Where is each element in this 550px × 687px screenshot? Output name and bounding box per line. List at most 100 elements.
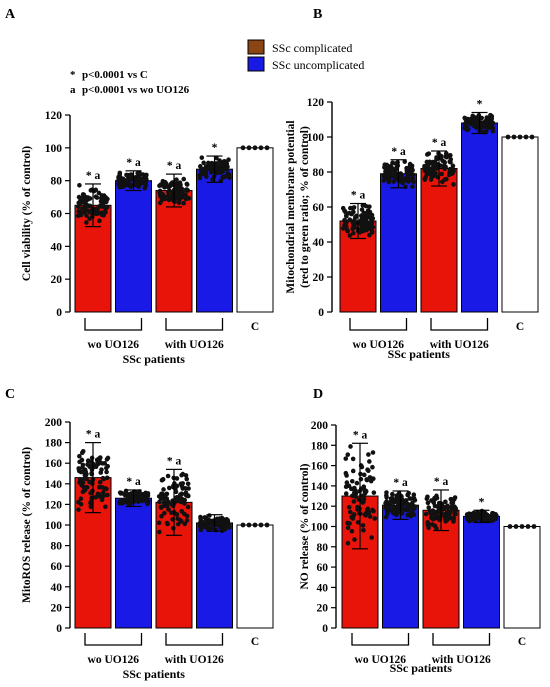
data-point (224, 161, 230, 167)
bar (382, 504, 419, 629)
data-points (462, 112, 496, 135)
data-point (366, 468, 371, 473)
data-point (449, 505, 455, 510)
data-point (423, 511, 429, 517)
data-point (350, 223, 356, 229)
data-point (184, 181, 190, 187)
data-point (472, 119, 478, 124)
data-point (441, 164, 446, 170)
data-point (347, 233, 353, 238)
significance-label: * a (391, 146, 406, 158)
data-points (343, 444, 378, 546)
data-point (430, 172, 435, 178)
y-axis-label: Cell viability (% of control) (21, 146, 33, 281)
data-points (505, 134, 535, 140)
bar (236, 524, 274, 629)
data-point (353, 494, 358, 499)
data-point (513, 524, 519, 529)
data-point (185, 504, 191, 510)
data-point (390, 491, 395, 497)
data-point (143, 173, 148, 178)
data-point (448, 509, 453, 515)
data-point (347, 521, 352, 526)
data-point (76, 466, 81, 471)
data-point (89, 455, 95, 461)
data-point (99, 497, 105, 503)
y-axis-label: MitoROS release (% of control) (21, 447, 33, 603)
data-point (99, 485, 105, 490)
group-label: with UO126 (165, 339, 224, 351)
data-point (157, 183, 162, 188)
data-point (407, 161, 413, 167)
data-point (352, 537, 357, 542)
data-point (205, 166, 211, 171)
y-axis-label: (red to green ratio; % of control) (299, 126, 311, 288)
data-point (426, 505, 432, 510)
y-tick-label: 200 (311, 420, 329, 432)
data-point (76, 194, 82, 200)
y-tick-label: 0 (56, 307, 62, 319)
note-text-a: p<0.0001 vs wo UO126 (82, 84, 190, 96)
data-points (240, 522, 270, 528)
data-point (451, 519, 456, 524)
data-point (201, 160, 206, 166)
data-point (205, 526, 211, 532)
data-point (183, 194, 189, 200)
data-point (358, 217, 364, 223)
data-point (363, 489, 369, 494)
panel-letter-b: B (313, 7, 322, 22)
y-tick-label: 60 (317, 562, 329, 574)
data-point (172, 199, 177, 205)
data-point (83, 198, 89, 204)
data-point (162, 510, 167, 516)
data-point (430, 159, 436, 165)
data-point (401, 178, 407, 184)
data-point (409, 171, 414, 177)
data-point (175, 196, 180, 201)
data-points (157, 176, 192, 206)
data-point (116, 182, 122, 187)
data-point (426, 151, 432, 156)
data-point (451, 515, 457, 521)
data-point (489, 116, 495, 122)
data-point (205, 522, 211, 527)
data-point (355, 507, 360, 512)
data-point (360, 228, 366, 234)
data-point (484, 121, 489, 127)
data-point (99, 212, 105, 218)
data-point (445, 516, 451, 521)
data-point (346, 504, 352, 510)
data-point (227, 175, 232, 180)
data-point (344, 480, 350, 485)
bar (501, 136, 539, 313)
data-point (105, 492, 110, 498)
data-point (162, 501, 167, 506)
data-point (84, 220, 89, 225)
data-point (479, 115, 485, 121)
data-point (82, 485, 88, 490)
data-point (442, 504, 448, 510)
data-point (197, 523, 203, 529)
data-point (364, 477, 370, 483)
data-point (450, 497, 456, 503)
data-point (453, 508, 459, 513)
data-point (391, 179, 396, 184)
significance-label: * a (393, 477, 408, 489)
data-points (423, 493, 459, 531)
data-point (400, 501, 406, 506)
data-point (117, 499, 123, 504)
data-point (490, 128, 496, 134)
data-point (345, 228, 351, 234)
data-point (408, 510, 413, 516)
y-axis-label: NO release (% of control) (299, 463, 311, 589)
data-point (511, 134, 517, 140)
data-point (117, 170, 123, 176)
data-point (160, 192, 166, 197)
data-point (184, 187, 189, 192)
group-bracket (165, 633, 224, 646)
data-point (403, 498, 409, 503)
data-point (350, 456, 356, 462)
data-point (220, 163, 225, 168)
data-point (350, 230, 356, 236)
data-point (347, 509, 353, 515)
